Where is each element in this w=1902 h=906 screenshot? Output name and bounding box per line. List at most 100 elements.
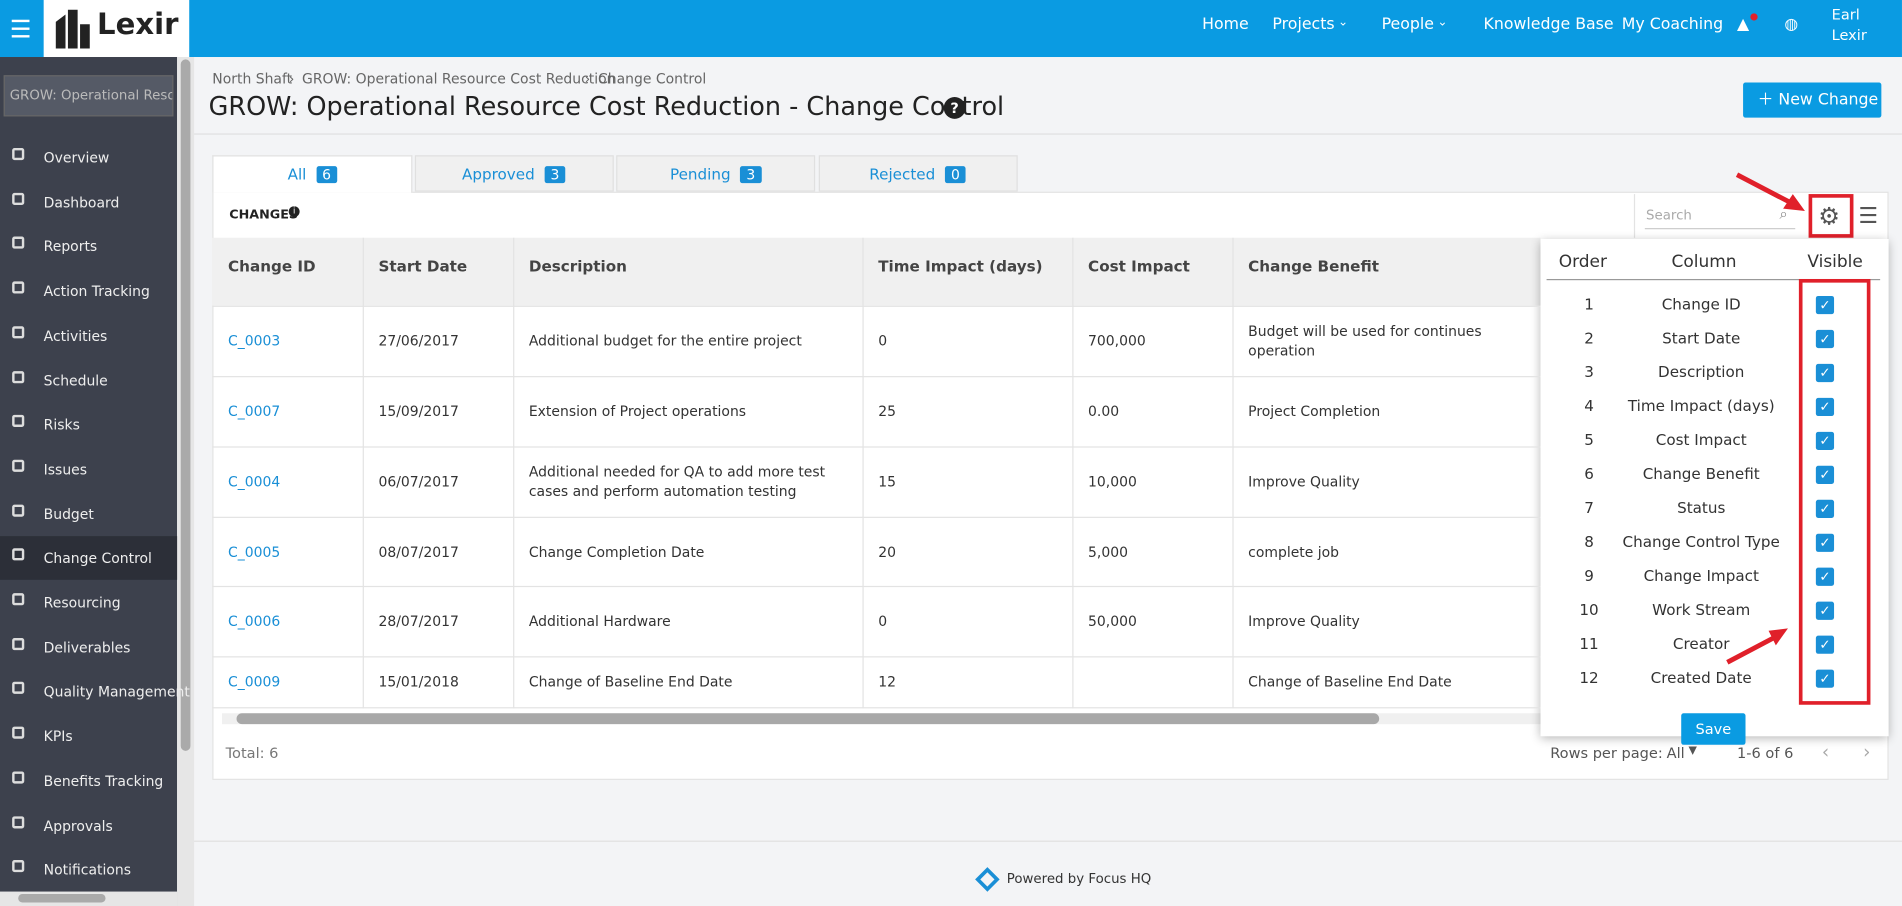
sidebar-item[interactable]: Action Tracking [0, 269, 177, 313]
new-change-button[interactable]: ＋ New Change [1743, 82, 1882, 118]
sidebar-item[interactable]: Change Control [0, 536, 178, 581]
cell: Improve Quality [1248, 473, 1360, 491]
sidebar-label[interactable]: Budget [43, 505, 94, 523]
globe-icon[interactable]: ◍ [1784, 15, 1799, 34]
sidebar-item[interactable]: KPIs [0, 715, 177, 759]
tab[interactable]: Approved 3 [414, 155, 614, 192]
sidebar-label[interactable]: Approvals [43, 816, 113, 834]
prev[interactable]: ‹ [1821, 741, 1830, 763]
column-header[interactable]: Change Benefit [1248, 257, 1379, 276]
visible-checkbox[interactable]: ✓ [1815, 397, 1835, 417]
user-name[interactable]: Earl [1831, 6, 1860, 24]
cell[interactable]: C_0007 [228, 402, 281, 420]
visible-checkbox[interactable]: ✓ [1815, 669, 1835, 688]
sidebar-item[interactable]: Schedule [0, 358, 177, 402]
button-label[interactable]: New Change [1778, 90, 1879, 110]
tab-count[interactable]: 0 [944, 166, 966, 184]
sidebar-label[interactable]: KPIs [43, 727, 73, 745]
cell: Project Completion [1248, 402, 1381, 420]
visible-checkbox[interactable]: ✓ [1815, 533, 1835, 552]
sidebar-item[interactable]: Issues [0, 447, 177, 491]
cell[interactable]: C_0005 [228, 543, 281, 561]
column-header[interactable]: Cost Impact [1088, 257, 1190, 276]
tab[interactable]: All 6 [212, 155, 413, 193]
sidebar-item[interactable]: Approvals [0, 804, 177, 848]
column-header[interactable]: Description [528, 257, 627, 276]
visible-checkbox[interactable]: ✓ [1815, 329, 1835, 349]
nav-link[interactable]: People [1381, 15, 1435, 34]
sidebar-item[interactable]: Quality Management [0, 670, 190, 714]
sidebar-item[interactable]: Dashboard [0, 180, 177, 224]
gear-highlight[interactable]: ⚙ [1808, 194, 1854, 238]
sidebar-label[interactable]: Risks [43, 416, 80, 434]
sidebar-label[interactable]: Reports [43, 238, 98, 256]
nav-link[interactable]: My Coaching [1621, 15, 1724, 34]
sidebar-label[interactable]: Action Tracking [43, 282, 150, 300]
breadcrumb[interactable]: GROW: Operational Resource Cost Reductio… [302, 70, 616, 88]
tab-count[interactable]: 6 [316, 166, 338, 184]
visible-checkbox[interactable]: ✓ [1815, 465, 1835, 484]
sidebar-label[interactable]: Benefits Tracking [43, 772, 164, 790]
h-scroll [0, 891, 178, 906]
rows-per-page[interactable]: All [1666, 744, 1685, 762]
visible-checkbox[interactable]: ✓ [1815, 363, 1835, 383]
user-name[interactable]: Lexir [1831, 26, 1867, 44]
sidebar-label[interactable]: Deliverables [43, 638, 131, 656]
column-header[interactable]: Change ID [228, 257, 316, 276]
cell[interactable]: C_0009 [228, 673, 281, 691]
caret[interactable]: ⌄ [1437, 15, 1448, 30]
sidebar-item[interactable]: Overview [0, 136, 177, 180]
sidebar-label[interactable]: Notifications [43, 861, 131, 879]
sidebar-label[interactable]: Schedule [43, 371, 108, 389]
visible-checkbox[interactable]: ✓ [1815, 601, 1835, 620]
tab-count[interactable]: 3 [740, 166, 762, 184]
sidebar-search[interactable]: GROW: Operational Resource Cost Reductio… [3, 75, 174, 117]
tab-label[interactable]: All [287, 164, 307, 184]
column-header[interactable]: Time Impact (days) [878, 257, 1043, 276]
alert-icon[interactable]: ▲ [1737, 15, 1750, 34]
sidebar-item[interactable]: Risks [0, 403, 177, 447]
next[interactable]: › [1863, 741, 1871, 763]
sidebar-item[interactable]: Reports [0, 225, 177, 269]
sidebar-item[interactable]: Deliverables [0, 626, 177, 670]
sidebar-label[interactable]: Issues [43, 460, 88, 478]
sidebar-label[interactable]: Overview [43, 149, 110, 167]
column-header[interactable]: Start Date [378, 257, 468, 276]
nav-link[interactable]: Home [1202, 15, 1249, 34]
panel-column: Work Stream [1652, 600, 1751, 619]
tab-label[interactable]: Pending [669, 164, 731, 184]
sep [1633, 194, 1636, 238]
sidebar-item[interactable]: Budget [0, 492, 177, 536]
search-input[interactable]: Search [1646, 207, 1692, 224]
sidebar-item[interactable]: Benefits Tracking [0, 759, 177, 803]
sidebar-label[interactable]: Resourcing [43, 594, 121, 612]
nav-link[interactable]: Projects [1272, 15, 1335, 34]
visible-checkbox[interactable]: ✓ [1815, 635, 1835, 654]
breadcrumb[interactable]: North Shaft [212, 70, 293, 88]
visible-checkbox[interactable]: ✓ [1815, 295, 1835, 315]
cell[interactable]: C_0006 [228, 612, 281, 630]
sidebar-label[interactable]: Activities [43, 327, 108, 345]
nav-link[interactable]: Knowledge Base [1483, 15, 1614, 34]
cell[interactable]: C_0004 [228, 473, 281, 491]
tab[interactable]: Rejected 0 [818, 155, 1018, 192]
tab-label[interactable]: Approved [461, 164, 535, 184]
tab-count[interactable]: 3 [544, 166, 566, 184]
cell: Change Completion Date [528, 543, 705, 561]
menu-button[interactable]: ☰ [1858, 203, 1878, 230]
visible-checkbox[interactable]: ✓ [1815, 499, 1835, 518]
tab[interactable]: Pending 3 [616, 155, 816, 192]
sidebar-label[interactable]: Dashboard [43, 193, 120, 211]
sidebar-label[interactable]: Change Control [43, 549, 152, 567]
menu-icon[interactable]: ☰ [9, 14, 32, 44]
cell[interactable]: C_0003 [228, 332, 281, 350]
sidebar-item[interactable]: Activities [0, 314, 177, 358]
sidebar-label[interactable]: Quality Management [43, 683, 190, 701]
tab-label[interactable]: Rejected [869, 164, 936, 184]
visible-checkbox[interactable]: ✓ [1815, 567, 1835, 586]
save-button[interactable]: Save [1681, 713, 1746, 745]
caret[interactable]: ⌄ [1337, 15, 1349, 30]
sidebar-item[interactable]: Notifications [0, 848, 177, 892]
sidebar-item[interactable]: Resourcing [0, 581, 177, 625]
visible-checkbox[interactable]: ✓ [1815, 431, 1835, 451]
